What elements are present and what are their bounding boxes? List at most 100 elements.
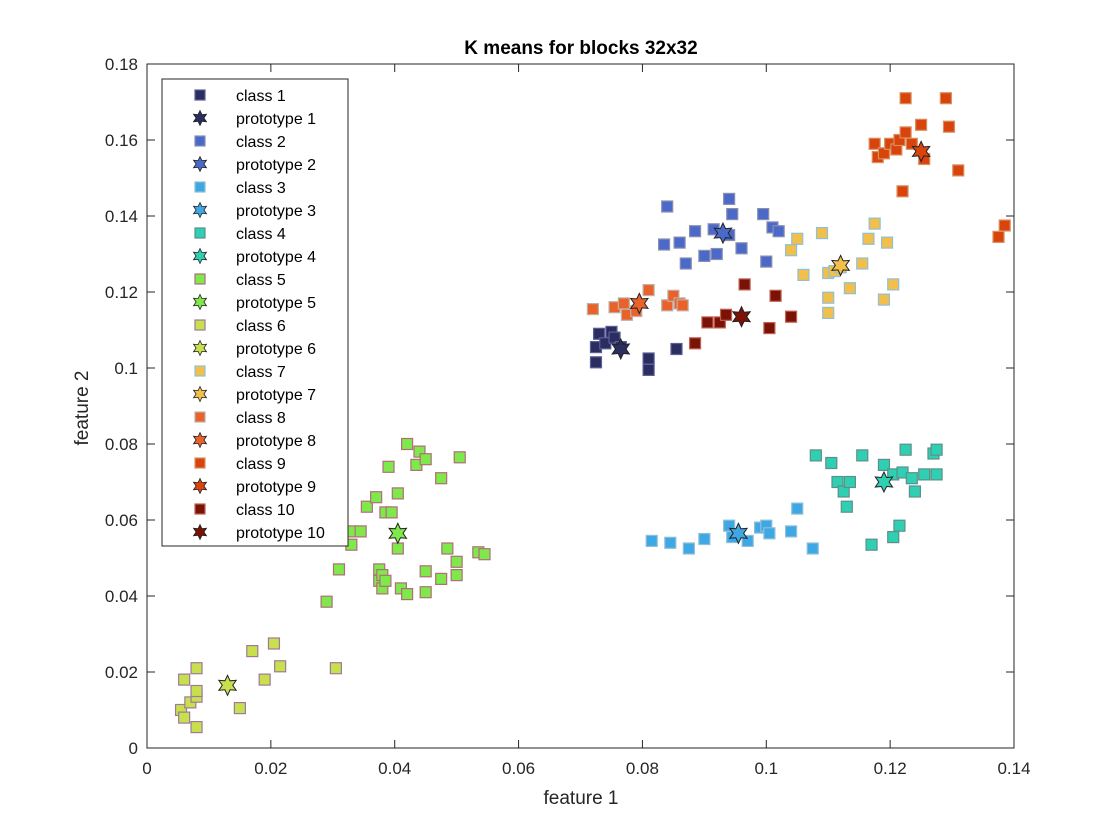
data-point [757, 208, 770, 221]
legend-label: class 5 [236, 272, 286, 289]
legend-star [192, 385, 208, 403]
data-point [905, 472, 918, 485]
x-tick-label: 0 [142, 759, 151, 778]
prototype-star [388, 522, 408, 545]
data-point [939, 92, 952, 105]
y-tick-label: 0.16 [105, 131, 138, 150]
data-point [688, 225, 702, 238]
data-point [942, 120, 956, 133]
data-point [391, 542, 404, 555]
data-point [382, 460, 395, 473]
prototype-star [830, 254, 851, 277]
legend-swatch [194, 89, 206, 101]
legend-label: class 2 [236, 134, 286, 151]
legend-star [192, 201, 208, 219]
data-point [682, 542, 695, 555]
data-point [401, 587, 414, 601]
data-point [258, 673, 271, 686]
data-point [930, 443, 943, 456]
data-point [723, 192, 736, 205]
data-point [592, 327, 606, 340]
y-tick-label: 0.02 [105, 663, 138, 682]
data-point [679, 257, 692, 270]
data-point [401, 437, 414, 451]
data-point [899, 443, 912, 456]
data-point [865, 538, 878, 551]
data-point [893, 133, 906, 147]
legend-swatch [194, 503, 206, 515]
legend-swatch [194, 227, 206, 239]
data-point [608, 331, 621, 344]
data-point [840, 500, 853, 513]
data-point [450, 555, 463, 568]
data-point [233, 701, 246, 715]
axes-box [146, 63, 1015, 749]
legend-star [192, 523, 208, 541]
data-point [701, 316, 714, 329]
x-tick-label: 0.1 [754, 759, 778, 778]
y-tick-label: 0.04 [105, 587, 138, 606]
prototype-star [911, 140, 931, 163]
data-point [877, 147, 891, 160]
data-point [413, 445, 426, 458]
legend-label: class 9 [236, 456, 286, 473]
prototype-star [713, 221, 733, 245]
data-point [178, 711, 191, 724]
data-point [772, 225, 785, 238]
legend-label: prototype 4 [236, 249, 316, 266]
data-point [419, 453, 432, 466]
data-point [645, 534, 658, 548]
data-point [831, 475, 844, 489]
data-point [657, 238, 671, 251]
data-point [763, 527, 776, 540]
data-point [905, 137, 918, 150]
data-points [174, 92, 1011, 734]
legend-label: prototype 1 [236, 111, 316, 128]
data-point [735, 242, 748, 255]
data-point [843, 475, 856, 489]
data-point [664, 536, 677, 549]
data-point [930, 468, 943, 481]
data-point [419, 586, 432, 599]
data-point [617, 297, 630, 310]
x-tick-label: 0.06 [502, 759, 535, 778]
data-point [809, 449, 822, 462]
data-point [379, 574, 392, 587]
legend-swatch [194, 273, 206, 285]
data-point [391, 487, 404, 500]
data-point [698, 532, 711, 546]
data-point [246, 644, 259, 658]
y-tick-label: 0.1 [114, 359, 138, 378]
x-axis-title: feature 1 [544, 788, 619, 809]
data-point [815, 227, 829, 240]
data-point [370, 491, 383, 504]
data-point [952, 164, 965, 177]
data-point [478, 548, 491, 561]
y-tick-label: 0.08 [105, 435, 138, 454]
data-point [670, 342, 683, 356]
data-point [887, 530, 900, 544]
legend-star [192, 293, 208, 311]
legend-label: class 8 [236, 410, 286, 427]
data-point [843, 282, 856, 295]
data-point [899, 92, 912, 105]
y-tick-label: 0.12 [105, 283, 138, 302]
legend-label: prototype 6 [236, 341, 316, 358]
data-point [899, 126, 912, 139]
legend-swatch [194, 181, 206, 193]
prototype-star [629, 292, 650, 315]
legend-box [161, 78, 349, 547]
data-point [642, 284, 655, 297]
data-point [908, 485, 922, 498]
data-point [760, 255, 773, 268]
prototype-star [731, 305, 752, 328]
data-point [435, 472, 448, 485]
prototype-star [728, 522, 749, 545]
data-point [453, 451, 466, 464]
data-point [661, 200, 674, 213]
legend-label: prototype 5 [236, 295, 316, 312]
data-point [791, 502, 804, 515]
data-point [797, 268, 810, 281]
data-point [784, 310, 798, 323]
legend-swatch [194, 457, 206, 469]
